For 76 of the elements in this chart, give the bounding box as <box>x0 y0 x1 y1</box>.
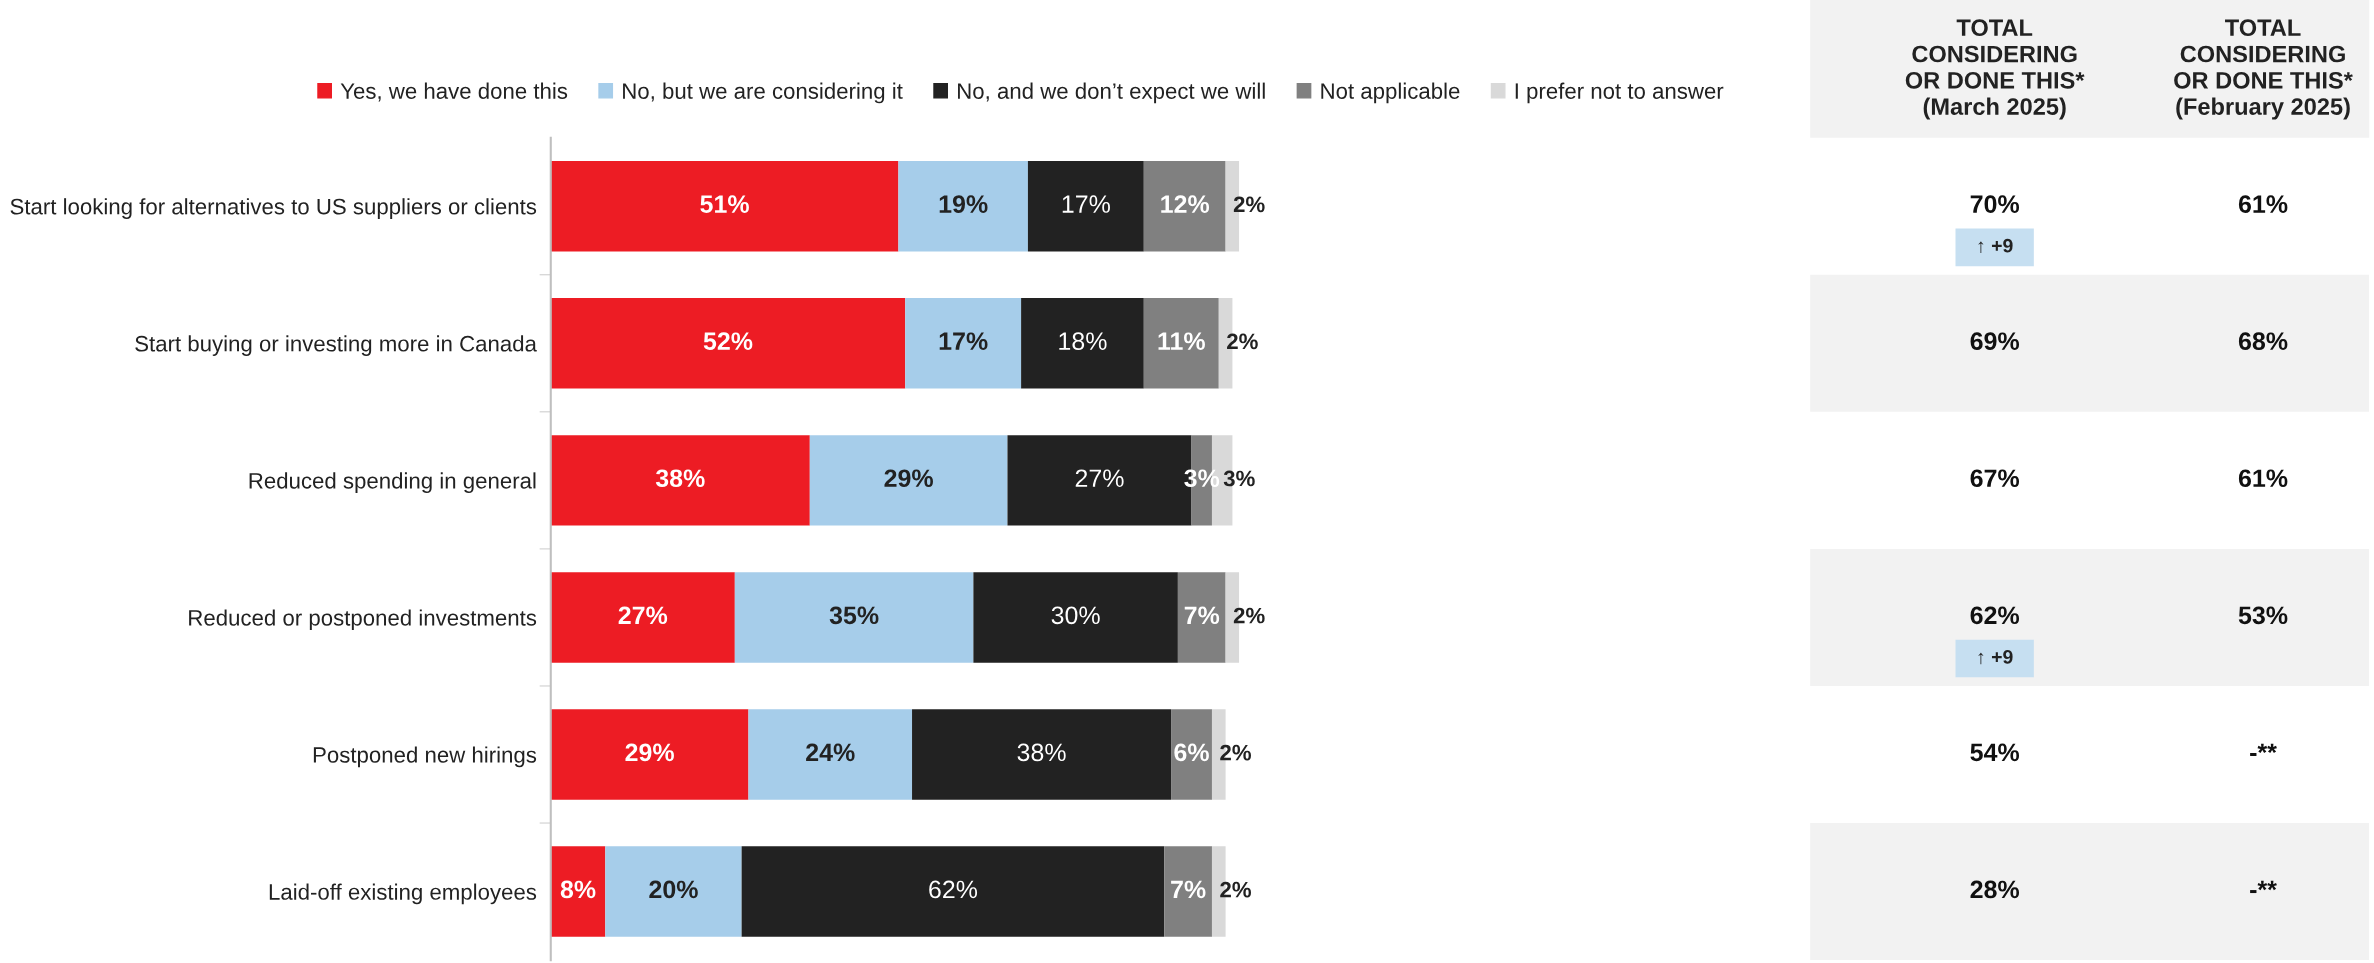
data-label: 12% <box>1161 195 1210 213</box>
data-label: 2% <box>1233 607 1265 624</box>
data-label: 29% <box>625 743 674 762</box>
data-label: 17% <box>939 332 988 350</box>
bar <box>973 572 1178 663</box>
data-label: 2% <box>1220 744 1251 761</box>
data-label: 2% <box>1220 881 1251 898</box>
text: TOTAL CONSIDERING OR DONE THIS* (March 2025) <box>1905 19 2085 120</box>
y-tick-label: Start buying or investing more in Canada <box>135 335 537 356</box>
bar <box>605 846 742 937</box>
bar <box>550 846 606 937</box>
bar <box>1021 298 1144 389</box>
bar <box>905 298 1022 389</box>
text: 67% <box>1970 469 2020 488</box>
data-label: 6% <box>1174 743 1209 762</box>
data-label: 38% <box>1017 743 1066 762</box>
data-label: 8% <box>560 880 596 899</box>
text: 62% ↑ +9 <box>1970 606 2020 665</box>
text: 68% <box>2238 332 2288 351</box>
bar <box>550 161 899 252</box>
bar <box>1143 298 1219 389</box>
data-label: 38% <box>655 469 705 488</box>
legend-label: No, and we don’t expect we will <box>958 82 1265 104</box>
bar <box>1027 161 1144 252</box>
bar <box>809 435 1008 526</box>
legend-label: Yes, we have done this <box>340 82 568 102</box>
text: 61% <box>2238 469 2288 488</box>
text: 61% <box>2238 195 2288 213</box>
bar <box>734 572 974 663</box>
y-tick-label: Reduced spending in general <box>249 472 536 494</box>
text: 70% ↑ +9 <box>1970 195 2020 253</box>
bar <box>1143 161 1226 252</box>
data-label: 19% <box>939 195 988 213</box>
bar <box>1177 572 1226 663</box>
bar <box>550 709 749 800</box>
data-label: 52% <box>703 332 753 351</box>
data-label: 27% <box>618 606 668 625</box>
bar <box>1171 709 1212 800</box>
bar <box>550 298 906 389</box>
data-label: 2% <box>1227 333 1258 350</box>
data-label: 30% <box>1051 606 1100 625</box>
text: 69% <box>1970 332 2020 351</box>
y-tick-label: Start looking for alternatives to US suppliers or clients <box>10 198 537 219</box>
data-label: 18% <box>1059 332 1107 351</box>
text: 53% <box>2238 606 2288 625</box>
data-label: 20% <box>649 880 698 899</box>
data-label: 11% <box>1158 332 1205 350</box>
data-label: 7% <box>1171 880 1206 899</box>
legend-label: Not applicable <box>1321 82 1460 104</box>
bar <box>898 161 1028 252</box>
text: 54% <box>1970 743 2020 762</box>
data-label: 29% <box>884 469 933 488</box>
data-label: 27% <box>1075 469 1124 487</box>
text: -** <box>2250 880 2277 894</box>
data-label: 17% <box>1062 195 1110 213</box>
data-label: 2% <box>1233 196 1265 213</box>
bar <box>741 846 1165 937</box>
bar <box>748 709 913 800</box>
data-label: 24% <box>806 743 855 762</box>
bar <box>912 709 1172 800</box>
y-tick-label: Laid-off existing employees <box>269 883 537 905</box>
text: TOTAL CONSIDERING OR DONE THIS* (February 2025) <box>2174 19 2353 120</box>
legend-label: No, but we are considering it <box>623 82 903 104</box>
y-tick-label: Reduced or postponed investments <box>189 609 537 631</box>
bar <box>550 572 735 663</box>
legend-label: I prefer not to answer <box>1515 82 1724 104</box>
data-label: 7% <box>1184 606 1220 625</box>
bar <box>1164 846 1212 937</box>
data-label: 51% <box>700 195 749 213</box>
data-label: 3% <box>1223 470 1255 487</box>
data-label: 62% <box>929 880 978 899</box>
text: 28% <box>1970 880 2020 899</box>
data-label: 35% <box>829 606 879 625</box>
y-tick-label: Postponed new hirings <box>313 746 537 768</box>
text: -** <box>2250 743 2277 756</box>
bar <box>550 435 810 526</box>
